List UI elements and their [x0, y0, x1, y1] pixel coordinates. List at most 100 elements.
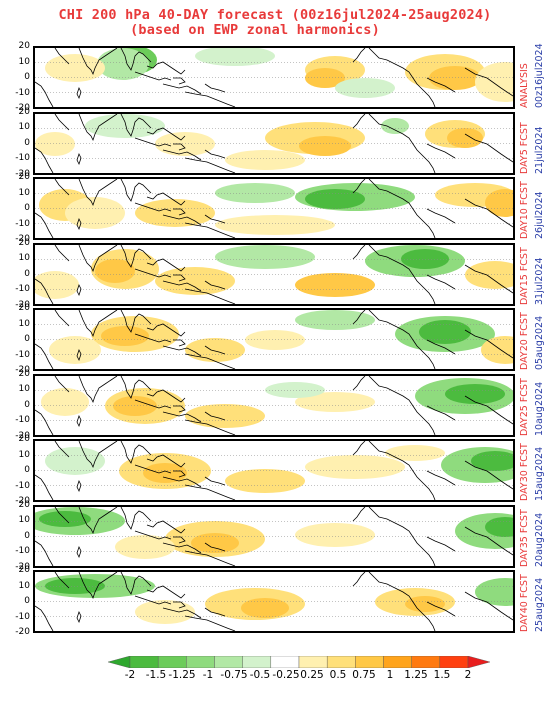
anomaly-region — [429, 66, 481, 90]
colorbar-label: 1 — [386, 669, 394, 681]
coastline — [204, 542, 226, 551]
coastline — [204, 345, 226, 355]
coastline — [464, 67, 513, 97]
coastline — [184, 615, 236, 631]
y-tick-label: -20 — [15, 365, 30, 375]
coastline — [184, 288, 236, 304]
panel-8 — [33, 504, 515, 568]
anomaly-region — [113, 395, 157, 416]
anomaly-region — [305, 189, 365, 209]
coastline — [54, 506, 70, 523]
panel-map — [35, 506, 513, 566]
coastline — [162, 542, 202, 553]
coastline — [78, 572, 118, 600]
coastline — [464, 198, 513, 228]
anomaly-region — [185, 403, 265, 428]
y-tick-label: 20 — [18, 565, 30, 575]
coastline — [146, 323, 186, 337]
coastline — [426, 77, 456, 93]
y-tick-label: 10 — [18, 580, 30, 591]
panel-side-label: DAY30 FCST 15aug2024 — [517, 439, 550, 503]
coastline — [76, 348, 82, 362]
y-tick-label: -20 — [15, 299, 30, 310]
coastline — [464, 264, 513, 293]
anomaly-region — [295, 310, 375, 330]
anomaly-region — [215, 244, 315, 269]
y-tick-label: -20 — [15, 627, 30, 637]
colorbar-label: -0.5 — [249, 669, 271, 681]
coastline — [134, 71, 172, 81]
colorbar-swatch — [214, 656, 243, 668]
coastline — [162, 214, 202, 226]
coastline — [184, 222, 236, 238]
y-tick-label: 10 — [18, 253, 30, 263]
coastline — [76, 283, 82, 296]
y-tick-label: 20 — [18, 41, 30, 51]
colorbar-label: -0.75 — [220, 669, 248, 681]
panel-date-label: 10aug2024 — [534, 381, 545, 436]
y-tick-label: -10 — [15, 218, 30, 229]
coastline — [134, 464, 172, 474]
y-tick-label: 10 — [18, 56, 30, 67]
y-tick-label: 10 — [18, 122, 30, 132]
coastline — [368, 48, 436, 107]
anomaly-region — [445, 383, 505, 404]
panel-side-label: DAY5 FCST 21jul2024 — [517, 112, 550, 176]
anomaly-region — [485, 189, 513, 217]
anomaly-region — [45, 447, 105, 475]
anomaly-region — [295, 522, 375, 547]
coastline — [35, 212, 54, 238]
coastline — [352, 113, 366, 128]
anomaly-region — [101, 326, 149, 346]
panel-date-label: 20aug2024 — [534, 512, 545, 567]
colorbar-label: 1.25 — [404, 669, 428, 681]
anomaly-region — [465, 260, 513, 289]
coastline — [464, 395, 513, 424]
coastline — [35, 81, 54, 107]
y-tick-label: 10 — [18, 449, 30, 460]
anomaly-region — [401, 248, 449, 269]
coastline — [184, 419, 236, 435]
colorbar-swatch — [411, 656, 441, 668]
panel-date-label: 25aug2024 — [534, 577, 545, 632]
colorbar-label: 2 — [464, 669, 472, 681]
coastline — [146, 61, 186, 75]
y-tick-label: 20 — [18, 172, 30, 182]
panel-map — [35, 375, 513, 435]
coastline — [204, 214, 226, 224]
panel-date-label: 05aug2024 — [534, 315, 545, 370]
coastline — [120, 375, 152, 399]
y-tick-label: 10 — [18, 187, 30, 198]
panel-side-label: DAY25 FCST 10aug2024 — [517, 374, 550, 438]
y-tick-label: 20 — [18, 106, 30, 117]
anomaly-region — [225, 469, 305, 493]
anomaly-region — [241, 598, 289, 618]
coastline — [162, 280, 202, 291]
coastline — [146, 389, 186, 403]
coastline — [146, 192, 186, 206]
colorbar-label: 0.5 — [329, 669, 347, 681]
panel-forecast-label: DAY25 FCST — [519, 377, 530, 436]
panel-side-label: ANALYSIS 00z16jul2024 — [517, 43, 550, 110]
y-tick-label: 10 — [18, 318, 30, 329]
coastline — [76, 152, 82, 165]
coastline — [464, 133, 513, 162]
coastline — [134, 202, 172, 212]
y-tick-label: -10 — [15, 87, 30, 98]
colorbar-label: -1.5 — [145, 669, 167, 681]
coastline — [120, 244, 152, 268]
coastline — [173, 470, 186, 478]
coastline — [162, 607, 202, 619]
coastline — [134, 399, 172, 408]
coastline — [368, 179, 436, 238]
coastline — [204, 83, 226, 93]
coastline — [204, 411, 226, 420]
panel-date-label: 31jul2024 — [534, 256, 545, 305]
coastline — [76, 414, 82, 427]
colorbar-swatch — [270, 656, 300, 668]
coastline — [184, 550, 236, 566]
chart-title: CHI 200 hPa 40-DAY forecast (00z16jul202… — [58, 7, 492, 23]
coastline — [162, 476, 202, 488]
colorbar-swatch — [157, 656, 187, 668]
anomaly-region — [225, 149, 305, 170]
